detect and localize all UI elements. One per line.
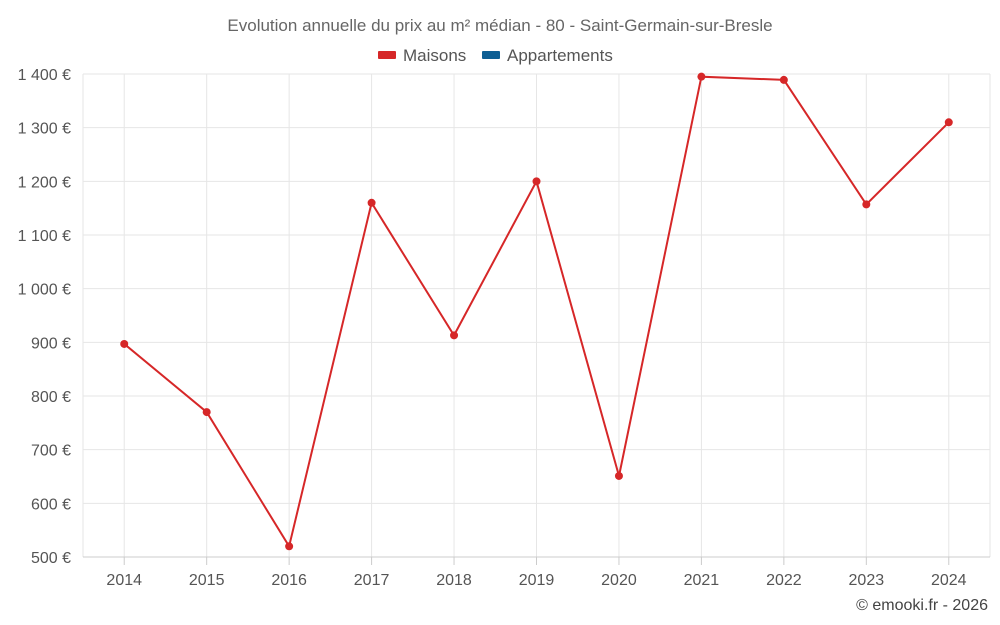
legend-label: Maisons [403,46,466,65]
y-tick-label: 1 400 € [18,67,71,84]
data-point [285,542,294,551]
y-tick-label: 1 200 € [18,174,71,191]
y-tick-label: 700 € [31,443,71,460]
y-tick-label: 1 000 € [18,282,71,299]
x-tick-label: 2021 [684,572,720,589]
grid [82,73,991,558]
x-tick-label: 2015 [189,572,225,589]
y-tick-label: 1 100 € [18,228,71,245]
x-tick-label: 2018 [436,572,472,589]
x-tick-label: 2020 [601,572,637,589]
legend: Maisons Appartements [378,46,613,65]
data-point [779,75,788,84]
data-point [120,339,129,348]
x-tick-label: 2016 [271,572,307,589]
x-tick-label: 2014 [106,572,142,589]
y-tick-label: 900 € [31,335,71,352]
x-tick-label: 2023 [849,572,885,589]
data-point [614,471,623,480]
x-tick-label: 2022 [766,572,802,589]
legend-swatch [378,51,396,59]
series-layer [120,72,953,551]
x-axis: 2014 2015 2016 2017 2018 2019 2020 2021 2022 2023… [83,556,990,589]
x-tick-label: 2019 [519,572,555,589]
credit-text: © emooki.fr - 2026 [856,597,988,614]
x-tick-label: 2017 [354,572,390,589]
y-tick-label: 500 € [31,550,71,567]
data-point [367,198,376,207]
legend-label: Appartements [507,46,613,65]
data-point [202,408,211,417]
data-point [862,200,871,209]
chart-title: Evolution annuelle du prix au m² médian … [227,16,772,35]
data-point [697,72,706,81]
y-tick-label: 600 € [31,496,71,513]
x-tick-label: 2024 [931,572,967,589]
y-axis: 500 € 600 € 700 € 800 € 900 € 1 000 € 1 100 € 1… [18,67,71,567]
data-point [532,177,541,186]
data-point [450,331,459,340]
legend-swatch [482,51,500,59]
y-tick-label: 1 300 € [18,121,71,138]
y-tick-label: 800 € [31,389,71,406]
data-point [944,118,953,127]
